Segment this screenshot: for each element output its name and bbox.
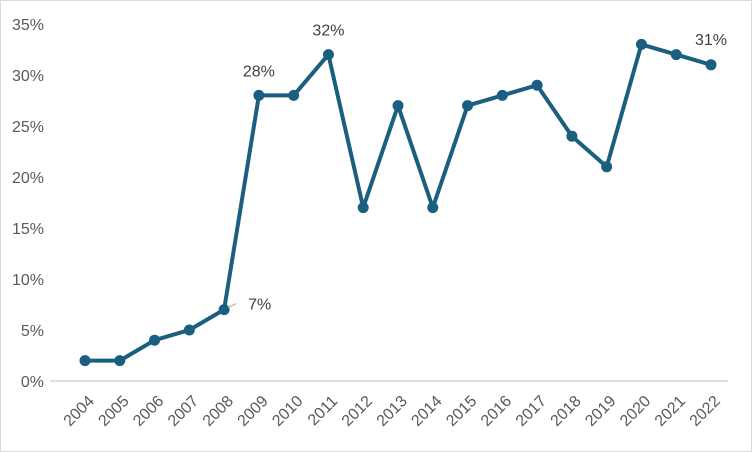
data-point (462, 100, 474, 112)
data-point (635, 38, 647, 50)
x-tick-label: 2010 (269, 393, 306, 430)
y-tick-label: 15% (12, 221, 44, 238)
x-tick-label: 2013 (374, 393, 411, 430)
data-label: 32% (312, 23, 344, 40)
y-tick-label: 35% (12, 17, 44, 34)
leader-line (227, 303, 237, 309)
data-point (601, 161, 613, 173)
x-tick-label: 2018 (548, 393, 585, 430)
x-tick-label: 2022 (687, 393, 724, 430)
data-point (253, 89, 265, 101)
x-tick-label: 2006 (130, 393, 167, 430)
y-tick-label: 5% (21, 323, 44, 340)
data-point (218, 304, 230, 316)
data-point (566, 130, 578, 142)
x-tick-label: 2019 (582, 393, 619, 430)
y-tick-label: 25% (12, 119, 44, 136)
data-point (183, 324, 195, 336)
data-label: 28% (243, 63, 275, 80)
x-tick-label: 2007 (165, 393, 202, 430)
data-point (357, 202, 369, 214)
x-tick-label: 2008 (200, 393, 237, 430)
series-line (85, 42, 712, 363)
x-tick-label: 2009 (235, 393, 272, 430)
x-tick-label: 2005 (95, 393, 132, 430)
x-tick-label: 2020 (617, 393, 654, 430)
x-tick-label: 2016 (478, 393, 515, 430)
x-tick-label: 2012 (339, 393, 376, 430)
x-tick-label: 2011 (305, 393, 341, 429)
x-tick-label: 2017 (513, 393, 550, 430)
data-point (496, 89, 508, 101)
data-point (531, 79, 543, 91)
y-tick-label: 20% (12, 170, 44, 187)
data-point (114, 355, 126, 367)
data-point (705, 59, 717, 71)
data-point (322, 49, 334, 61)
y-tick-label: 0% (21, 374, 44, 391)
x-tick-label: 2004 (61, 393, 98, 430)
data-label: 7% (248, 297, 271, 314)
data-point (670, 49, 682, 61)
data-point (288, 89, 300, 101)
x-tick-label: 2021 (652, 393, 689, 430)
y-tick-label: 30% (12, 68, 44, 85)
data-point (427, 202, 439, 214)
data-point (149, 334, 161, 346)
data-label: 31% (695, 32, 727, 49)
data-point (79, 355, 91, 367)
data-point (392, 100, 404, 112)
y-tick-label: 10% (12, 272, 44, 289)
x-tick-label: 2015 (443, 393, 480, 430)
x-tick-label: 2014 (408, 393, 445, 430)
